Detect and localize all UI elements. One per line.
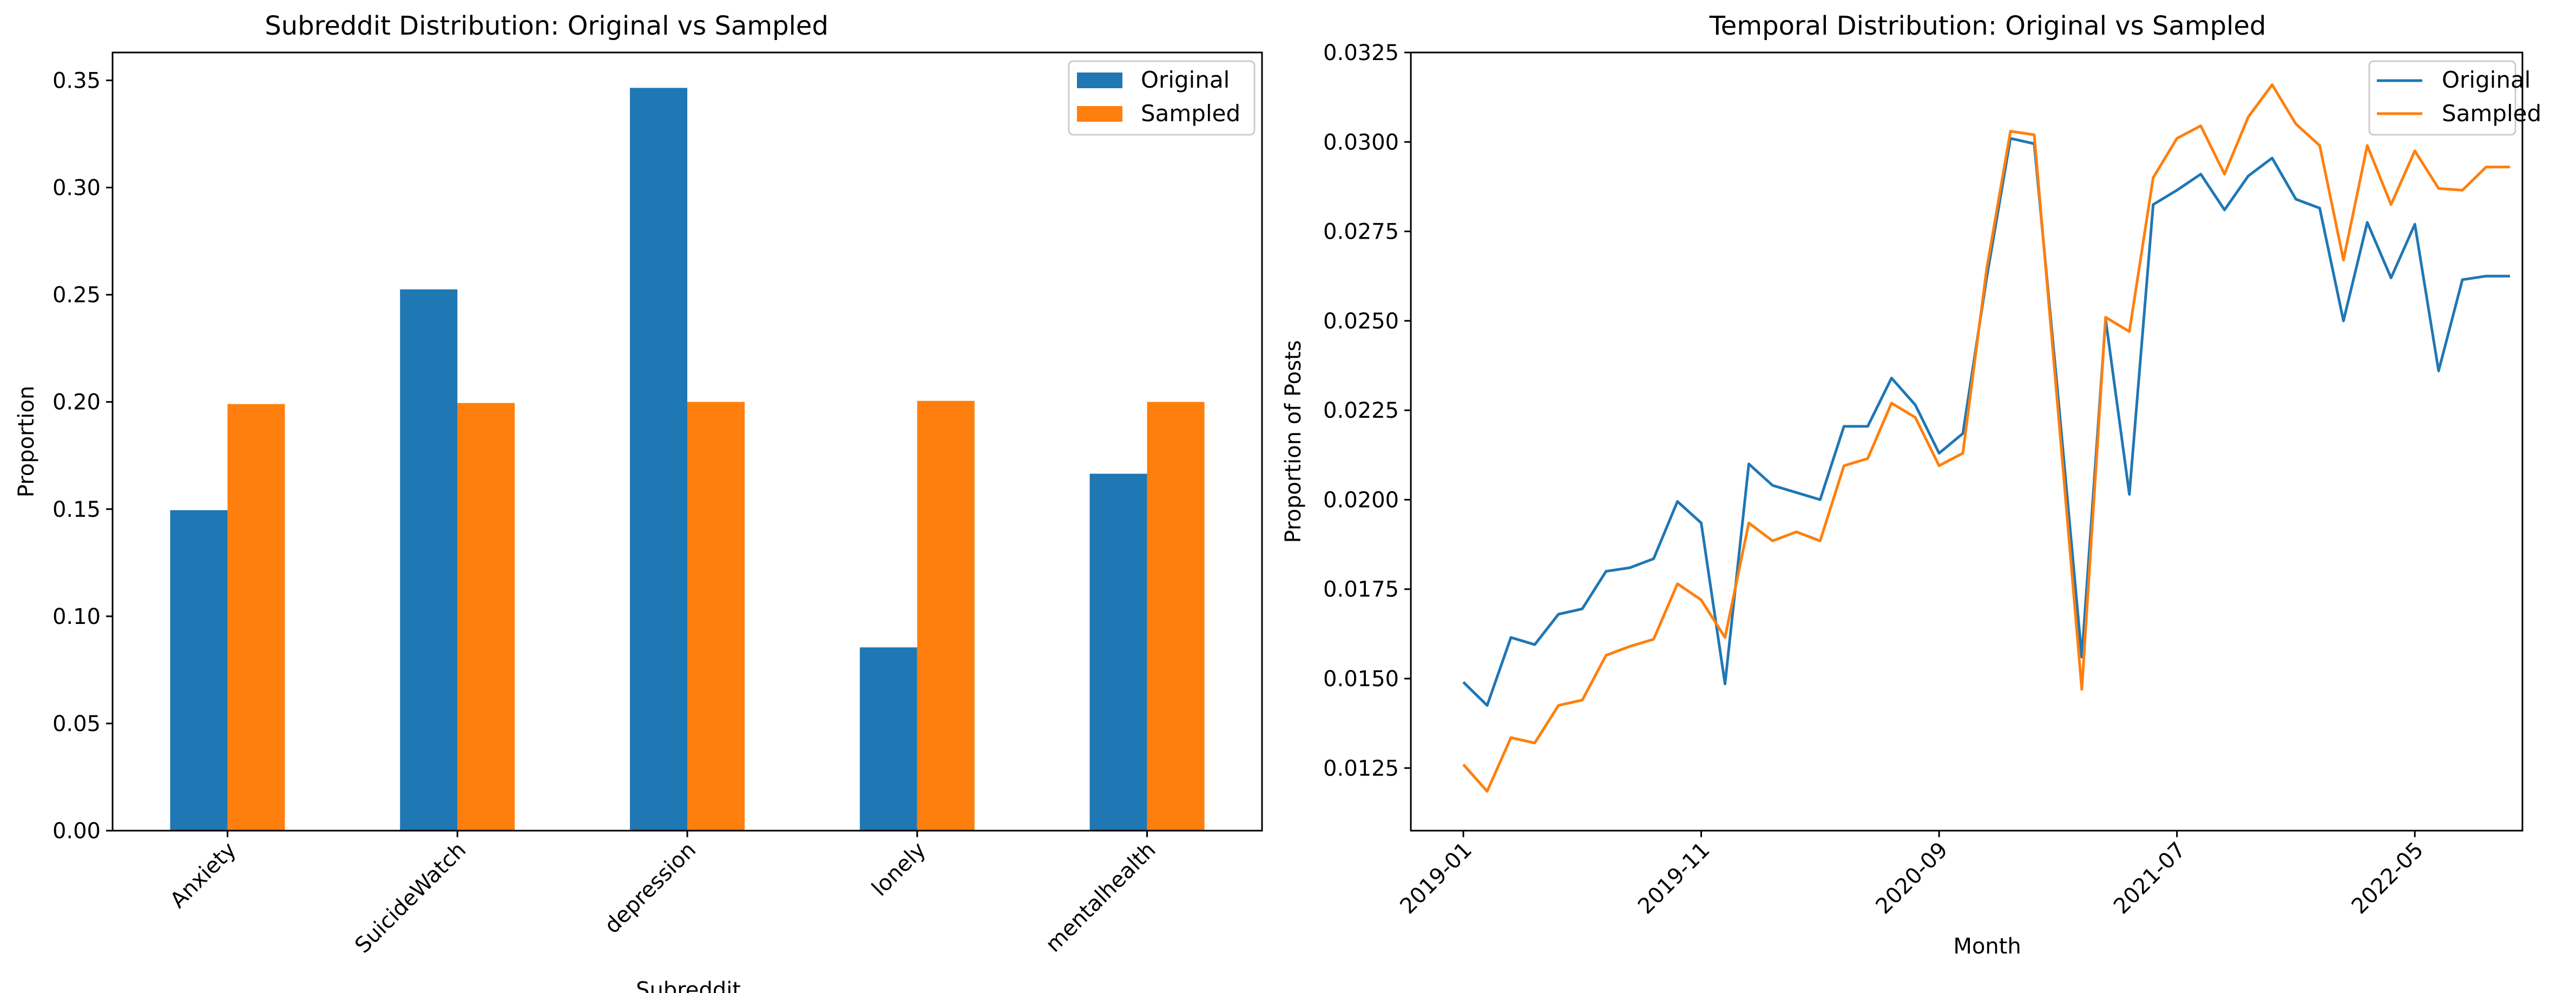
x-tick-label: SuicideWatch — [350, 838, 471, 958]
y-tick-label: 0.0200 — [1323, 488, 1399, 512]
y-tick-label: 0.00 — [52, 819, 101, 844]
y-tick-label: 0.0250 — [1323, 309, 1399, 334]
y-axis-label: Proportion — [14, 386, 39, 497]
bar-sampled-mentalhealth — [1147, 402, 1205, 831]
plot-frame — [111, 51, 1263, 832]
y-axis-ticks: 0.0125 0.0150 0.0175 0.0200 0.0225 0.0250 0.02… — [1323, 41, 1411, 781]
temporal-line-chart: Temporal Distribution: Original vs Sampl… — [1281, 11, 2541, 959]
x-axis-label: Subreddit — [636, 978, 741, 993]
y-tick-label: 0.0325 — [1323, 41, 1399, 65]
x-tick-label: mentalhealth — [1041, 838, 1160, 957]
x-tick-label: Anxiety — [166, 838, 241, 913]
x-tick-label: 2022-05 — [2347, 838, 2429, 919]
y-tick-label: 0.0275 — [1323, 220, 1399, 245]
plot-frame — [1410, 51, 2524, 832]
y-tick-label: 0.05 — [52, 712, 101, 736]
bar-sampled-lonely — [917, 400, 975, 831]
legend: Original Sampled — [2368, 60, 2541, 136]
legend-label-sampled: Sampled — [2442, 100, 2541, 127]
subreddit-bar-chart: Subreddit Distribution: Original vs Samp… — [14, 11, 1263, 993]
legend-swatch-sampled — [1077, 106, 1122, 122]
x-tick-label: 2019-11 — [1633, 838, 1715, 919]
y-tick-label: 0.0225 — [1323, 398, 1399, 423]
x-tick-label: 2019-01 — [1395, 838, 1477, 919]
x-axis-ticks: 2019-01 2019-11 2020-09 2021-07 2022-05 — [1395, 831, 2428, 919]
y-tick-label: 0.10 — [52, 604, 101, 629]
bar-original-anxiety — [170, 510, 228, 831]
y-tick-label: 0.30 — [52, 176, 101, 201]
chart-title: Temporal Distribution: Original vs Sampl… — [1709, 11, 2266, 41]
y-tick-label: 0.0175 — [1323, 577, 1399, 602]
bar-sampled-suicidewatch — [457, 403, 515, 831]
line-series-group — [1462, 83, 2510, 793]
bar-original-depression — [630, 88, 687, 831]
line-original — [1462, 137, 2510, 707]
bar-original-mentalhealth — [1089, 474, 1147, 831]
bar-original-suicidewatch — [400, 289, 458, 831]
line-sampled — [1462, 83, 2510, 793]
chart-title: Subreddit Distribution: Original vs Samp… — [265, 11, 829, 41]
y-tick-label: 0.0300 — [1323, 130, 1399, 155]
x-tick-label: 2021-07 — [2109, 838, 2191, 919]
y-tick-label: 0.15 — [52, 497, 101, 522]
y-tick-label: 0.35 — [52, 68, 101, 93]
x-axis-ticks: Anxiety SuicideWatch depression lonely menta… — [166, 831, 1161, 958]
y-tick-label: 0.0150 — [1323, 667, 1399, 692]
y-axis-label: Proportion of Posts — [1281, 340, 1306, 543]
y-tick-label: 0.0125 — [1323, 756, 1399, 781]
bar-original-lonely — [859, 647, 917, 831]
x-tick-label: depression — [600, 838, 701, 939]
x-tick-label: 2020-09 — [1871, 838, 1953, 919]
legend-label-sampled: Sampled — [1141, 100, 1240, 127]
y-tick-label: 0.25 — [52, 283, 101, 308]
y-axis-ticks: 0.00 0.05 0.10 0.15 0.20 0.25 0.30 0.35 — [52, 68, 113, 844]
y-tick-label: 0.20 — [52, 390, 101, 415]
bar-sampled-anxiety — [227, 404, 285, 831]
legend-label-original: Original — [2442, 67, 2531, 93]
x-axis-label: Month — [1953, 934, 2021, 959]
x-tick-label: lonely — [867, 838, 931, 902]
bar-series-group — [170, 88, 1205, 831]
legend: Original Sampled — [1068, 60, 1256, 136]
legend-label-original: Original — [1141, 67, 1230, 93]
legend-swatch-original — [1077, 73, 1122, 88]
bar-sampled-depression — [687, 402, 745, 831]
